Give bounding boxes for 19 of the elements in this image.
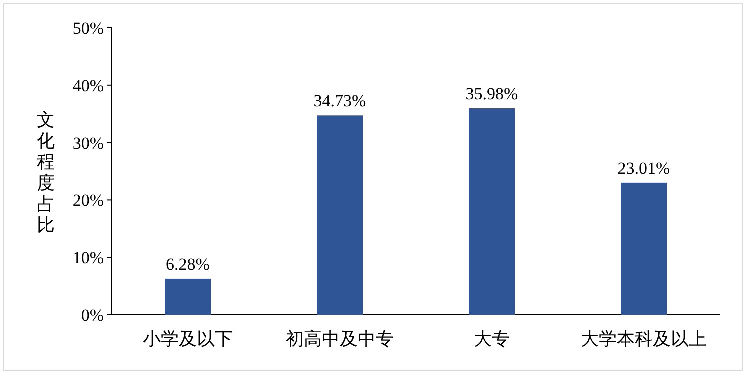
y-tick-label: 20% — [72, 191, 104, 210]
y-tick-label: 0% — [81, 306, 104, 325]
data-label: 35.98% — [466, 84, 518, 104]
y-tick-label: 40% — [72, 76, 104, 96]
bar — [317, 116, 363, 315]
y-tick-label: 30% — [72, 134, 104, 153]
y-axis-title: 文化程度占比 — [37, 110, 55, 235]
x-tick-label: 大学本科及以上 — [581, 329, 707, 349]
bar — [621, 182, 667, 315]
x-tick-label: 初高中及中专 — [286, 329, 394, 349]
y-tick-label: 10% — [72, 248, 104, 268]
data-label: 34.73% — [314, 92, 366, 111]
y-tick-label: 50% — [72, 19, 104, 38]
data-label: 6.28% — [166, 254, 210, 274]
bar — [165, 278, 211, 315]
bar — [469, 108, 515, 315]
x-tick-label: 小学及以下 — [143, 329, 233, 349]
data-label: 23.01% — [618, 158, 670, 178]
x-tick-label: 大专 — [474, 329, 510, 349]
